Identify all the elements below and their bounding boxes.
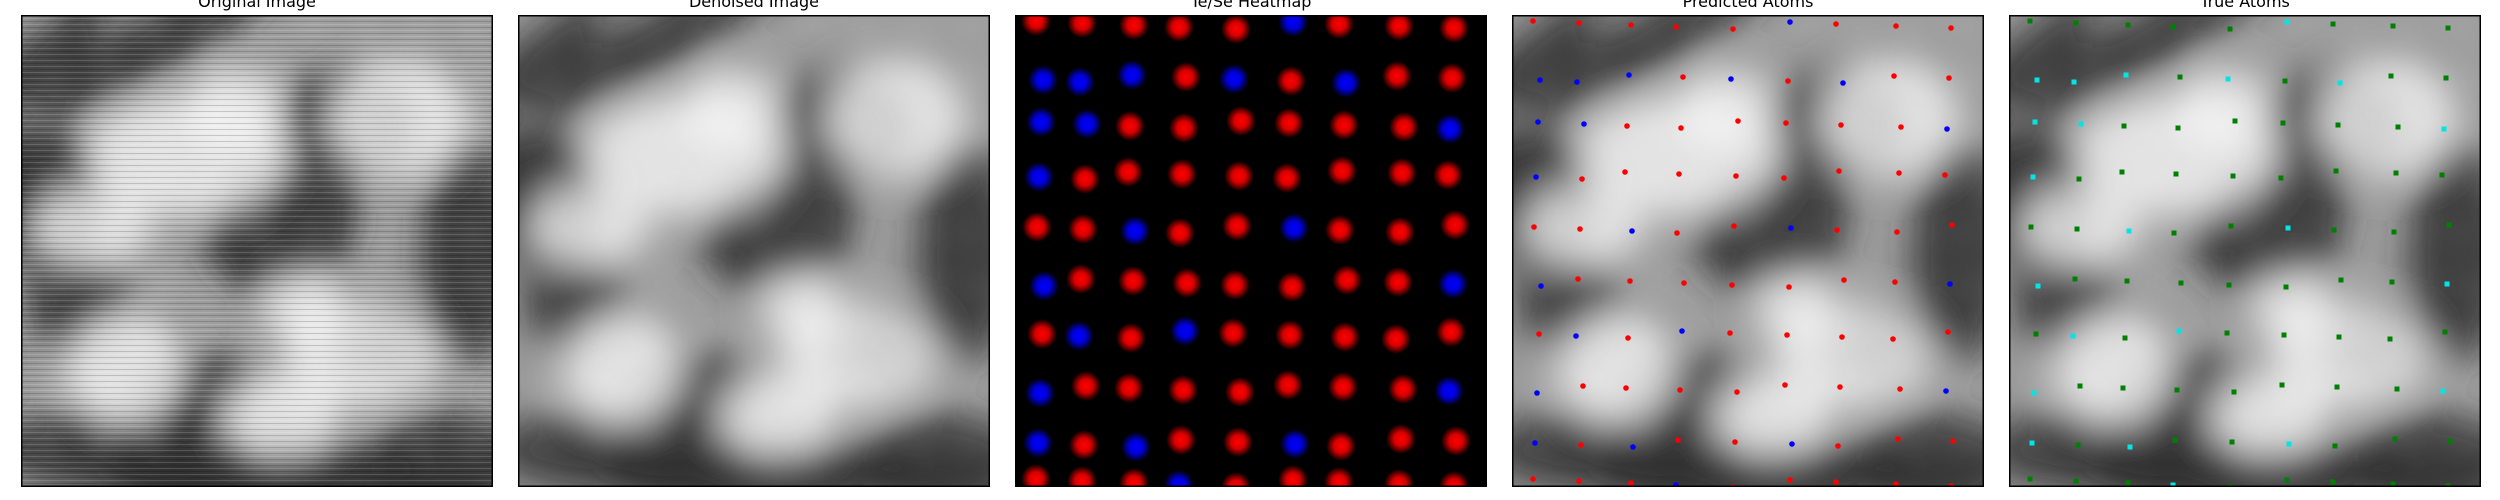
panel-true-atoms: True Atoms <box>2009 0 2481 500</box>
stem-image-icon <box>21 15 493 487</box>
panel-denoised-image: Denoised Image <box>518 0 990 500</box>
true-atoms-icon <box>2009 15 2481 487</box>
panel-heatmap: Te/Se Heatmap <box>1015 0 1487 500</box>
panel-title: True Atoms <box>2200 0 2290 11</box>
panel-title: Predicted Atoms <box>1682 0 1814 11</box>
predicted-atoms-icon <box>1512 15 1984 487</box>
panel-predicted-atoms: Predicted Atoms <box>1512 0 1984 500</box>
heatmap-icon <box>1015 15 1487 487</box>
panel-title: Original Image <box>198 0 316 11</box>
panel-title: Te/Se Heatmap <box>1190 0 1312 11</box>
denoised-image-icon <box>518 15 990 487</box>
panel-original-image: Original Image <box>21 0 493 500</box>
panel-title: Denoised Image <box>688 0 820 11</box>
